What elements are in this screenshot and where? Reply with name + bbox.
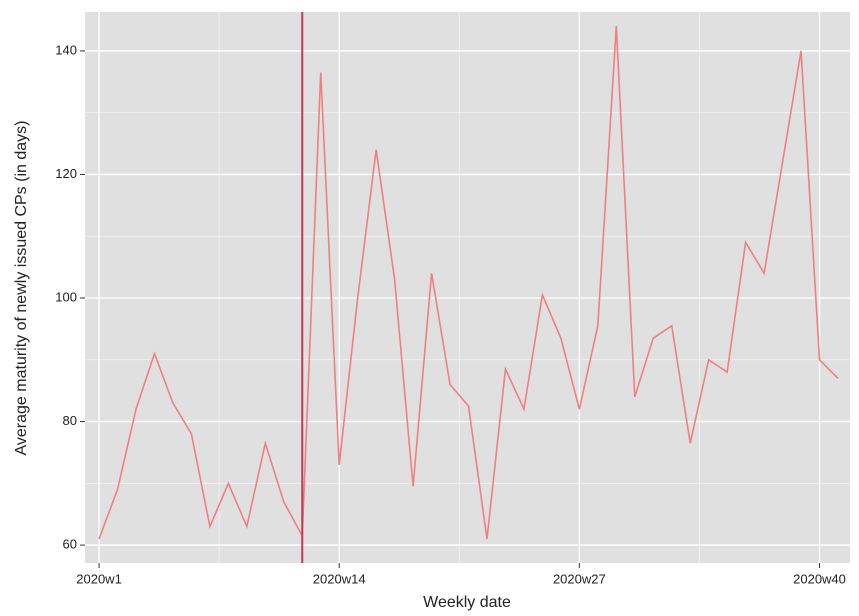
plot-background [85,12,850,563]
x-axis-title: Weekly date [423,594,511,611]
y-tick-label: 80 [63,413,77,428]
y-tick-label: 120 [55,166,77,181]
x-tick-label: 2020w27 [553,571,606,586]
x-tick-label: 2020w40 [793,571,846,586]
x-tick-label: 2020w1 [76,571,122,586]
y-tick-label: 100 [55,289,77,304]
y-tick-label: 60 [63,537,77,552]
x-tick-label: 2020w14 [313,571,366,586]
y-tick-label: 140 [55,42,77,57]
line [98,26,839,540]
y-axis-title: Average maturity of newly issued CPs (in… [13,121,30,456]
